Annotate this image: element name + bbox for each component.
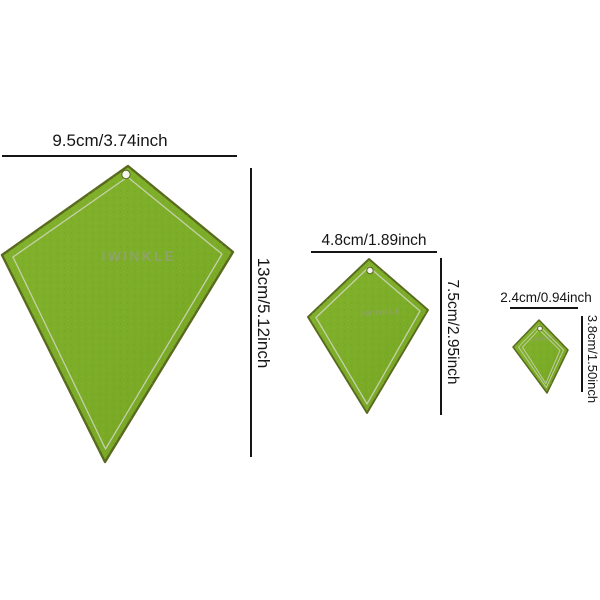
height-label-medium: 7.5cm/2.95inch <box>444 279 461 385</box>
height-label-small: 3.8cm/1.50inch <box>585 314 600 404</box>
kite-template-small: IWINKLE <box>512 319 569 394</box>
kite-large-inner-outline <box>12 176 223 450</box>
height-dimension-line-medium <box>440 258 442 415</box>
kite-small-inner-outline <box>518 325 564 388</box>
brand-embossed-text: IWINKLE <box>102 249 177 264</box>
hanging-hole-icon <box>537 325 543 332</box>
hanging-hole-icon <box>121 169 131 180</box>
width-label-small: 2.4cm/0.94inch <box>500 290 592 305</box>
height-dimension-line-large <box>250 168 252 457</box>
width-label-large: 9.5cm/3.74inch <box>52 131 168 150</box>
kite-template-large: IWINKLE <box>0 164 235 464</box>
kite-medium-texture <box>308 259 428 413</box>
brand-embossed-text: IWINKLE <box>360 307 401 319</box>
hanging-hole-icon <box>366 266 374 275</box>
kite-medium-inner-outline <box>315 266 421 405</box>
brand-embossed-text: IWINKLE <box>531 335 556 343</box>
height-dimension-line-small <box>581 316 583 392</box>
width-dimension-line-large <box>2 155 237 157</box>
kite-template-medium: IWINKLE <box>307 258 429 414</box>
width-dimension-line-small <box>510 307 578 309</box>
width-dimension-line-medium <box>311 251 437 253</box>
height-label-large: 13cm/5.12inch <box>254 257 273 369</box>
width-label-medium: 4.8cm/1.89inch <box>321 232 427 249</box>
kite-large-texture <box>2 166 233 462</box>
kite-small-inner-outline-2 <box>522 329 561 384</box>
